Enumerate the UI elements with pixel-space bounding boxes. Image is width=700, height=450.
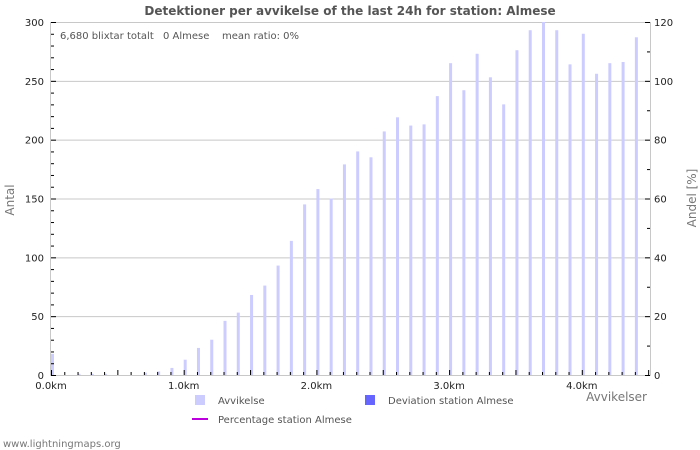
bar bbox=[316, 189, 320, 375]
legend-item-percentage-station[interactable]: Percentage station Almese bbox=[192, 415, 352, 426]
stat-total: 6,680 blixtar totalt bbox=[60, 31, 154, 42]
bar bbox=[342, 164, 346, 375]
bar bbox=[608, 63, 612, 375]
x-tick-label: 2.0km bbox=[301, 381, 332, 392]
bar bbox=[502, 104, 506, 375]
y-tick-label: 50 bbox=[31, 312, 44, 323]
bar bbox=[289, 240, 293, 375]
bar bbox=[263, 285, 267, 375]
bar bbox=[475, 53, 479, 376]
bar bbox=[90, 373, 94, 375]
bar bbox=[196, 347, 200, 375]
bar bbox=[104, 373, 108, 375]
square-swatch-icon bbox=[195, 395, 205, 405]
bar bbox=[515, 50, 519, 376]
stat-station: 0 Almese bbox=[163, 31, 209, 42]
bar bbox=[329, 198, 333, 375]
axis-ticks bbox=[51, 22, 650, 376]
bar bbox=[462, 90, 466, 375]
y-tick-label: 300 bbox=[25, 18, 44, 29]
bar bbox=[369, 157, 373, 375]
x-axis-title: Avvikelser bbox=[586, 390, 647, 404]
bar bbox=[183, 359, 187, 375]
legend-label: Percentage station Almese bbox=[218, 415, 352, 426]
x-tick-label: 0.0km bbox=[35, 381, 66, 392]
bar bbox=[581, 33, 585, 376]
gridlines bbox=[51, 22, 650, 318]
y2-tick-label: 100 bbox=[654, 77, 673, 88]
bar bbox=[276, 265, 280, 375]
bar bbox=[143, 372, 147, 375]
right-axis-title: Andel [%] bbox=[685, 169, 699, 228]
x-tick-label: 1.0km bbox=[168, 381, 199, 392]
bar bbox=[157, 371, 161, 375]
bar bbox=[568, 64, 572, 376]
footer-link[interactable]: www.lightningmaps.org bbox=[3, 439, 121, 450]
legend-item-avvikelse[interactable]: Avvikelse bbox=[195, 395, 265, 407]
bar bbox=[250, 294, 254, 375]
bar bbox=[409, 125, 413, 376]
stat-mean-ratio: mean ratio: 0% bbox=[222, 31, 299, 42]
y-tick-label: 250 bbox=[25, 77, 44, 88]
bar bbox=[555, 30, 559, 376]
legend-label: Deviation station Almese bbox=[388, 396, 513, 407]
y2-tick-label: 0 bbox=[654, 371, 660, 382]
x-tick-label: 3.0km bbox=[433, 381, 464, 392]
y2-tick-label: 80 bbox=[654, 136, 667, 147]
bar bbox=[528, 30, 532, 376]
bar bbox=[382, 131, 386, 375]
bar bbox=[634, 37, 638, 376]
y-tick-label: 0 bbox=[38, 371, 44, 382]
bar bbox=[356, 151, 360, 375]
bar bbox=[236, 312, 240, 375]
bar bbox=[210, 339, 214, 375]
bar bbox=[396, 117, 400, 375]
bar bbox=[170, 367, 174, 375]
y-tick-label: 100 bbox=[25, 253, 44, 264]
y-tick-label: 200 bbox=[25, 136, 44, 147]
bar bbox=[303, 204, 307, 375]
bar bbox=[595, 73, 599, 376]
bar bbox=[449, 63, 453, 375]
y-tick-label: 150 bbox=[25, 195, 44, 206]
legend: Avvikelse Deviation station Almese Perce… bbox=[192, 395, 513, 426]
x-tick-label: 4.0km bbox=[566, 381, 597, 392]
tick-labels: 0 50 100 150 200 250 300 0 20 40 60 80 100 120 0.0km 1.… bbox=[25, 18, 673, 392]
y2-tick-label: 20 bbox=[654, 312, 667, 323]
square-swatch-icon bbox=[365, 395, 375, 405]
legend-label: Avvikelse bbox=[218, 396, 265, 407]
chart-title: Detektioner per avvikelse of the last 24… bbox=[144, 4, 555, 18]
y2-tick-label: 60 bbox=[654, 195, 667, 206]
bar bbox=[435, 96, 439, 375]
legend-item-deviation-station[interactable]: Deviation station Almese bbox=[365, 395, 513, 407]
y2-tick-label: 40 bbox=[654, 253, 667, 264]
left-axis-title: Antal bbox=[3, 184, 17, 215]
bar bbox=[488, 77, 492, 375]
bar bbox=[621, 62, 625, 376]
bar bbox=[541, 22, 545, 375]
bar bbox=[77, 373, 81, 375]
bar-series bbox=[51, 22, 638, 376]
bar bbox=[422, 124, 426, 376]
bar bbox=[51, 353, 54, 375]
y2-tick-label: 120 bbox=[654, 18, 673, 29]
bar bbox=[223, 320, 227, 375]
